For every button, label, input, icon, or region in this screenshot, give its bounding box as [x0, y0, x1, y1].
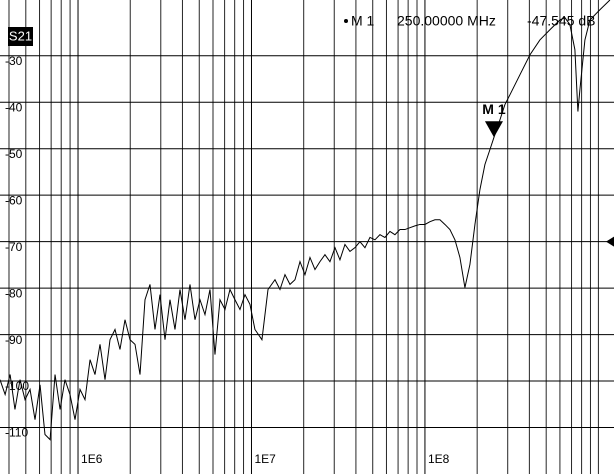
y-tick-label: -70 [5, 240, 23, 254]
trace-label-box [8, 27, 33, 46]
marker-active-dot [344, 19, 348, 23]
y-tick-label: -90 [5, 333, 23, 347]
marker-triangle [484, 121, 503, 138]
y-tick-label: -110 [5, 426, 28, 440]
trace [0, 0, 611, 441]
x-tick-label: 1E7 [254, 452, 276, 466]
marker-label: M 1 [482, 101, 506, 117]
y-tick-label: -30 [5, 54, 23, 68]
x-tick-label: 1E6 [81, 452, 103, 466]
y-tick-label: -60 [5, 193, 23, 207]
marker-readout-frequency: 250.00000 MHz [397, 13, 496, 29]
reference-level-arrow [606, 236, 614, 247]
x-tick-label: 1E8 [428, 452, 450, 466]
y-tick-label: -50 [5, 147, 23, 161]
y-tick-label: -40 [5, 100, 23, 114]
marker-readout-value: -47.545 dB [527, 13, 596, 29]
marker-readout-name: M 1 [351, 13, 375, 29]
y-tick-label: -80 [5, 286, 23, 300]
trace-label: S21 [9, 28, 32, 43]
